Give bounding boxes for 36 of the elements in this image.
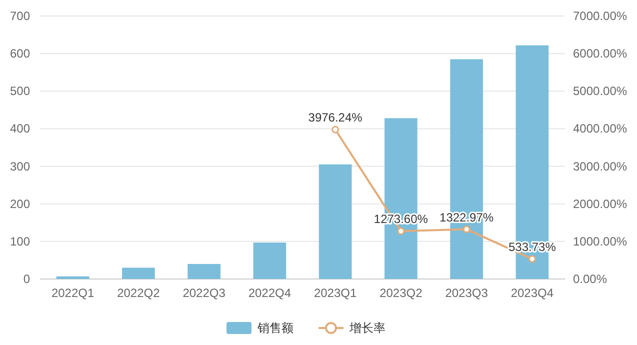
y-tick-label: 600 (10, 46, 30, 61)
y-tick-label: 0 (23, 272, 30, 286)
bar (188, 264, 220, 279)
x-tick-label: 2022Q1 (51, 286, 94, 300)
x-tick-label: 2023Q1 (314, 286, 357, 300)
y-tick-label: 500 (10, 84, 30, 98)
y2-tick-label: 0.00% (573, 272, 608, 286)
bar (253, 242, 286, 279)
point (397, 227, 405, 235)
y-tick-label: 400 (10, 122, 30, 136)
y2-tick-label: 3000.00% (573, 159, 628, 174)
data-label: 3976.24% (308, 110, 363, 125)
legend-label: 增长率 (348, 321, 386, 335)
y2-tick-label: 7000.00% (573, 9, 628, 23)
point (462, 226, 470, 234)
x-tick-label: 2023Q4 (510, 286, 554, 300)
y2-tick-label: 5000.00% (573, 84, 628, 98)
y2-tick-label: 6000.00% (573, 46, 628, 61)
bar (56, 276, 90, 279)
y2-tick-label: 4000.00% (573, 122, 628, 136)
y2-tick-label: 2000.00% (573, 196, 628, 211)
y-tick-label: 300 (10, 159, 30, 174)
point (528, 255, 536, 263)
y-tick-label: 100 (10, 234, 30, 248)
y-tick-label: 200 (10, 196, 30, 211)
x-tick-label: 2023Q3 (445, 286, 488, 300)
x-tick-label: 2022Q3 (182, 286, 226, 300)
y2-tick-label: 1000.00% (573, 234, 628, 248)
legend-label: 销售额 (256, 321, 294, 335)
y-tick-label: 700 (10, 9, 30, 23)
bar (318, 164, 352, 279)
x-tick-label: 2022Q4 (248, 286, 292, 300)
bar (122, 268, 155, 279)
x-tick-label: 2022Q2 (117, 286, 160, 300)
point (332, 126, 340, 134)
x-tick-label: 2023Q2 (380, 286, 423, 300)
